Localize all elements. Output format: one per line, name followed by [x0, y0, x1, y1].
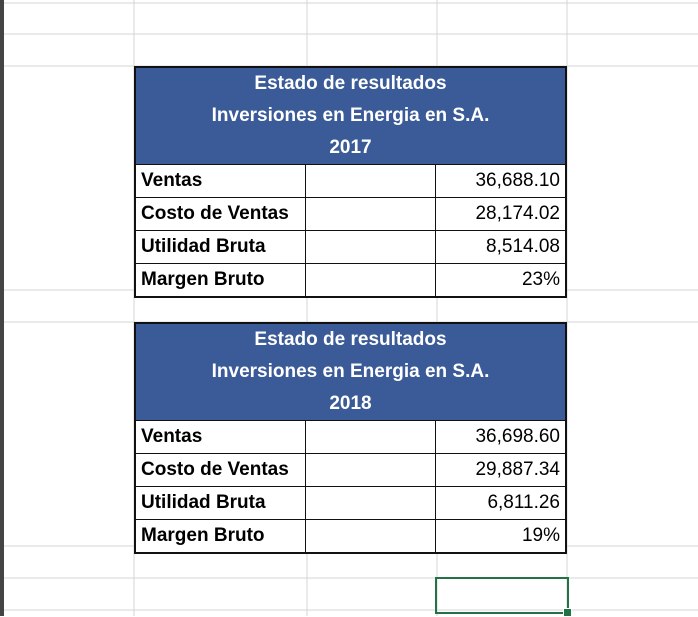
table-header[interactable]: Estado de resultados Inversiones en Ener…	[136, 68, 565, 164]
table-title: Estado de resultados	[254, 329, 447, 350]
table-row: Ventas 36,688.10	[136, 164, 565, 197]
row-label[interactable]: Costo de Ventas	[136, 198, 306, 230]
row-value[interactable]: 36,698.60	[475, 426, 560, 447]
row-label[interactable]: Margen Bruto	[136, 264, 306, 296]
sheet-left-edge	[0, 0, 4, 616]
table-header[interactable]: Estado de resultados Inversiones en Ener…	[136, 324, 565, 420]
row-value[interactable]: 36,688.10	[475, 170, 560, 191]
row-label[interactable]: Ventas	[136, 165, 306, 197]
row-value[interactable]: 6,811.26	[487, 492, 560, 513]
table-row: Utilidad Bruta 8,514.08	[136, 230, 565, 263]
table-row: Ventas 36,698.60	[136, 420, 565, 453]
table-row: Utilidad Bruta 6,811.26	[136, 486, 565, 519]
row-label[interactable]: Ventas	[136, 421, 306, 453]
row-label[interactable]: Costo de Ventas	[136, 454, 306, 486]
row-label[interactable]: Margen Bruto	[136, 520, 306, 552]
company-name: Inversiones en Energia en S.A.	[211, 361, 490, 382]
row-label[interactable]: Utilidad Bruta	[136, 231, 306, 263]
empty-cell[interactable]	[306, 454, 436, 486]
empty-cell[interactable]	[306, 421, 436, 453]
report-year: 2017	[329, 137, 372, 158]
income-statement-2017: Estado de resultados Inversiones en Ener…	[134, 66, 567, 298]
table-row: Margen Bruto 23%	[136, 263, 565, 296]
row-value[interactable]: 28,174.02	[475, 203, 560, 224]
empty-cell[interactable]	[306, 520, 436, 552]
empty-cell[interactable]	[306, 231, 436, 263]
table-title: Estado de resultados	[254, 73, 447, 94]
empty-cell[interactable]	[306, 198, 436, 230]
row-value[interactable]: 8,514.08	[486, 236, 560, 257]
row-value[interactable]: 23%	[521, 269, 560, 290]
table-row: Costo de Ventas 28,174.02	[136, 197, 565, 230]
empty-cell[interactable]	[306, 487, 436, 519]
table-row: Costo de Ventas 29,887.34	[136, 453, 565, 486]
report-year: 2018	[329, 393, 372, 414]
row-value[interactable]: 19%	[521, 525, 560, 546]
company-name: Inversiones en Energia en S.A.	[211, 105, 490, 126]
row-value[interactable]: 29,887.34	[475, 459, 560, 480]
row-label[interactable]: Utilidad Bruta	[136, 487, 306, 519]
selected-cell[interactable]	[435, 577, 572, 617]
table-row: Margen Bruto 19%	[136, 519, 565, 552]
empty-cell[interactable]	[306, 264, 436, 296]
empty-cell[interactable]	[306, 165, 436, 197]
income-statement-2018: Estado de resultados Inversiones en Ener…	[134, 322, 567, 554]
